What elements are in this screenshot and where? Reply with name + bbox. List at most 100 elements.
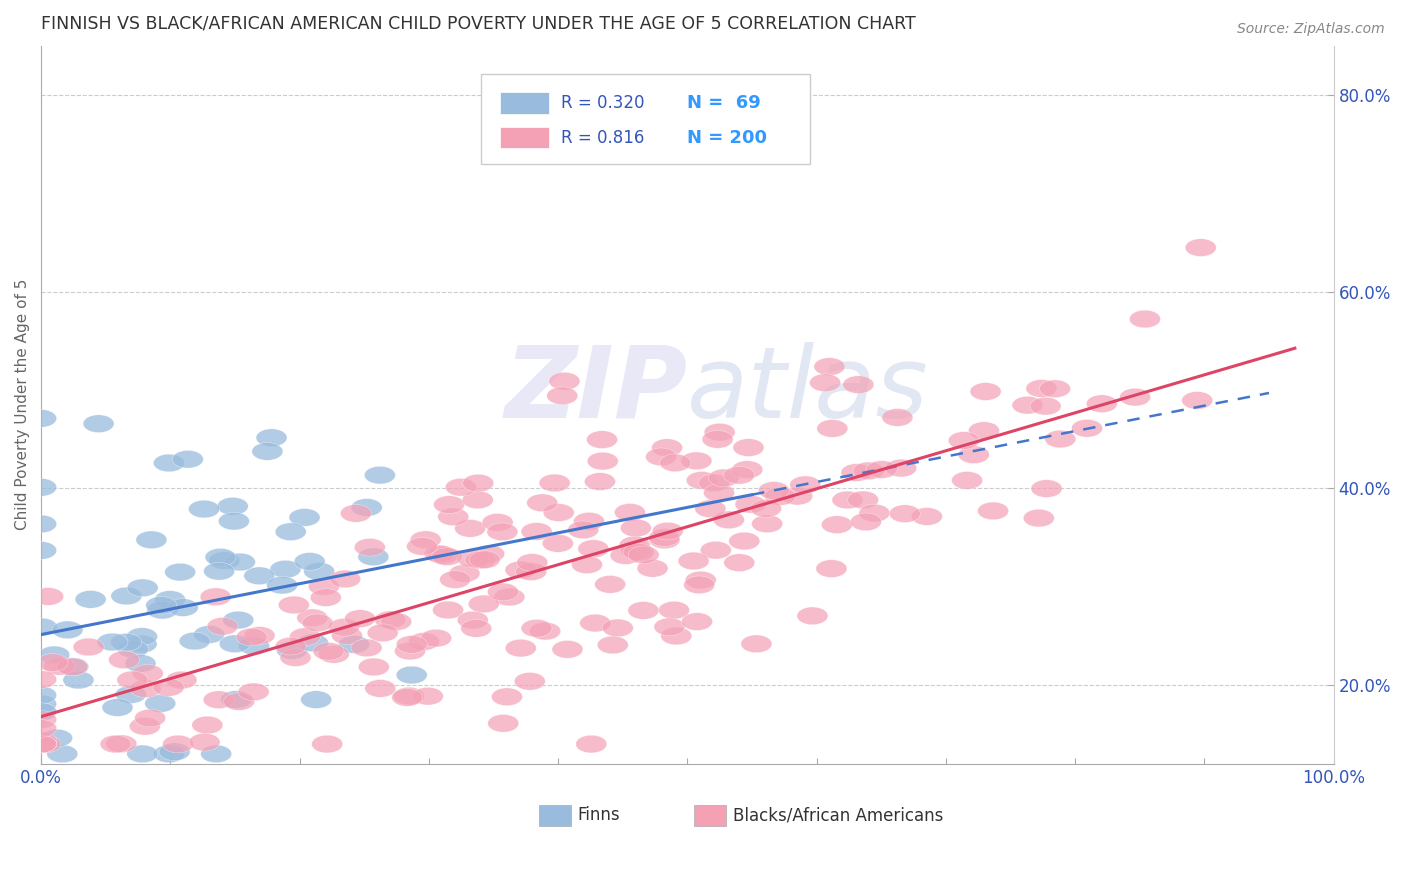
Ellipse shape [25,735,56,753]
Ellipse shape [463,491,494,508]
Ellipse shape [73,638,104,656]
Ellipse shape [1119,388,1150,406]
Ellipse shape [256,429,287,447]
Ellipse shape [188,733,219,751]
Ellipse shape [58,657,89,675]
Ellipse shape [1129,310,1160,328]
Ellipse shape [314,642,344,660]
Ellipse shape [42,730,73,747]
Ellipse shape [515,673,546,690]
Ellipse shape [724,554,755,572]
Ellipse shape [724,467,755,484]
Ellipse shape [111,587,142,605]
Ellipse shape [243,567,274,584]
Ellipse shape [568,521,599,539]
Ellipse shape [146,601,177,619]
Ellipse shape [610,547,641,565]
Ellipse shape [492,688,523,706]
Ellipse shape [354,539,385,556]
Ellipse shape [115,686,146,703]
Ellipse shape [276,637,307,655]
Ellipse shape [758,482,789,500]
Ellipse shape [135,709,166,727]
Ellipse shape [699,474,730,491]
Ellipse shape [222,611,254,629]
Ellipse shape [433,601,464,619]
Ellipse shape [408,632,440,650]
Ellipse shape [579,615,610,632]
Ellipse shape [574,512,605,530]
Ellipse shape [543,534,574,552]
Ellipse shape [200,588,231,606]
Ellipse shape [46,745,77,763]
Ellipse shape [585,473,616,491]
Ellipse shape [614,503,645,521]
Ellipse shape [1031,480,1062,498]
Ellipse shape [810,374,841,392]
Ellipse shape [329,618,360,636]
Ellipse shape [311,589,342,607]
Ellipse shape [1031,397,1062,415]
Ellipse shape [821,516,852,533]
Ellipse shape [39,646,70,664]
Ellipse shape [352,499,382,516]
Ellipse shape [702,431,733,448]
Ellipse shape [598,636,628,654]
Ellipse shape [433,496,464,514]
Ellipse shape [704,424,735,441]
Text: R = 0.320: R = 0.320 [561,95,644,112]
Ellipse shape [278,596,309,614]
Ellipse shape [814,358,845,376]
Ellipse shape [308,578,339,595]
Ellipse shape [1087,395,1118,413]
Ellipse shape [977,502,1008,520]
Ellipse shape [765,488,796,506]
Ellipse shape [522,523,553,541]
Ellipse shape [344,610,375,627]
Ellipse shape [205,549,236,566]
Ellipse shape [204,562,235,580]
Ellipse shape [32,588,63,606]
Ellipse shape [290,508,321,526]
Ellipse shape [153,745,184,763]
Ellipse shape [682,613,713,631]
Ellipse shape [1026,380,1057,397]
Ellipse shape [652,522,683,540]
Ellipse shape [488,583,519,601]
Ellipse shape [44,657,75,675]
Ellipse shape [494,588,524,606]
Text: atlas: atlas [688,342,929,439]
Ellipse shape [1024,509,1054,527]
Ellipse shape [406,538,437,555]
Ellipse shape [25,731,56,749]
Ellipse shape [166,672,197,689]
Ellipse shape [486,523,517,541]
Ellipse shape [27,618,58,636]
Ellipse shape [686,472,717,489]
Ellipse shape [294,552,325,570]
Ellipse shape [527,494,558,512]
Ellipse shape [449,565,479,582]
Ellipse shape [790,476,821,493]
Text: Source: ZipAtlas.com: Source: ZipAtlas.com [1237,22,1385,37]
Ellipse shape [25,735,56,753]
Ellipse shape [167,599,198,616]
Ellipse shape [731,461,763,478]
Ellipse shape [538,475,571,491]
Ellipse shape [127,635,157,653]
Ellipse shape [25,703,56,721]
Text: ZIP: ZIP [505,342,688,439]
Ellipse shape [56,658,87,676]
Ellipse shape [125,655,156,673]
Ellipse shape [25,541,56,559]
Ellipse shape [201,745,232,763]
Ellipse shape [280,648,311,666]
Ellipse shape [163,735,194,753]
Ellipse shape [396,636,427,653]
Ellipse shape [332,627,363,644]
Ellipse shape [52,621,83,639]
Ellipse shape [733,439,763,457]
Ellipse shape [553,640,583,658]
Ellipse shape [728,533,759,549]
Ellipse shape [505,561,536,579]
